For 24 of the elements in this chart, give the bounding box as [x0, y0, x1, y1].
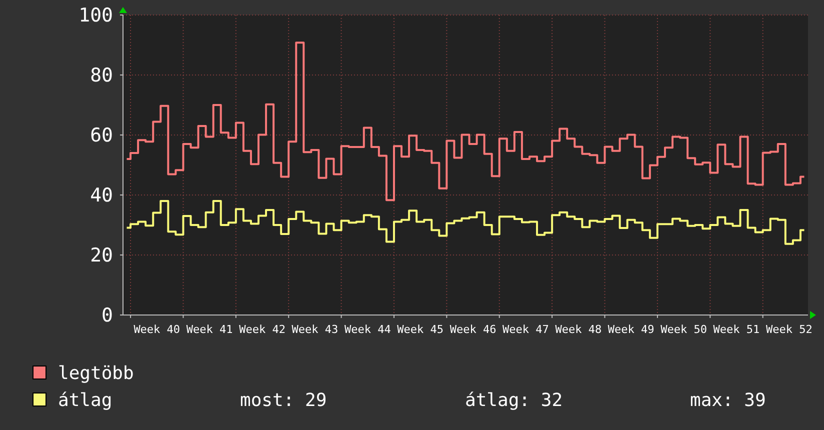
- x-tick-label: Week 44: [344, 323, 392, 336]
- x-tick-label: Week 42: [239, 323, 286, 336]
- legend-label: legtöbb: [58, 363, 134, 384]
- text: max: 39: [690, 390, 766, 411]
- x-tick-label: Week 43: [292, 323, 338, 336]
- x-tick-label: Week 52: [766, 323, 812, 336]
- x-tick-label: Week 49: [608, 323, 654, 336]
- text: most: 29: [240, 390, 327, 411]
- y-tick-label: 40: [90, 184, 113, 207]
- x-tick-label: Week 46: [450, 323, 496, 336]
- y-tick-label: 0: [102, 304, 113, 327]
- y-tick-label: 100: [78, 4, 113, 27]
- x-tick-label: Week 48: [555, 323, 602, 336]
- x-tick-label: Week 45: [397, 323, 444, 336]
- x-tick-label: Week 41: [186, 323, 233, 336]
- y-tick-label: 20: [90, 244, 113, 267]
- x-tick-label: Week 40: [134, 323, 180, 336]
- text: átlag: 32: [465, 390, 563, 411]
- x-tick-label: Week 50: [660, 323, 707, 336]
- x-tick-label: Week 51: [713, 323, 760, 336]
- y-tick-label: 80: [90, 64, 113, 87]
- legend-label: átlag: [58, 390, 112, 411]
- x-tick-label: Week 47: [502, 323, 549, 336]
- y-tick-label: 60: [90, 124, 113, 147]
